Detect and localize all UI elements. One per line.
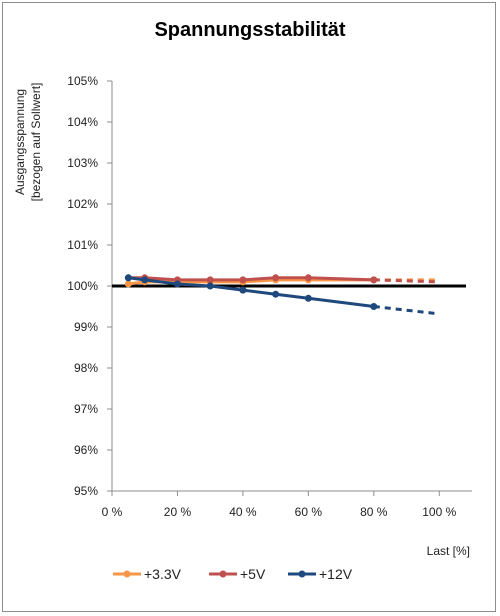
y-tick-label: 99%: [74, 320, 98, 334]
y-tick-label: 98%: [74, 361, 98, 375]
series-line-5v: [128, 276, 374, 282]
legend-marker-5v: [219, 570, 227, 578]
data-point-12v: [173, 280, 181, 288]
data-point-12v: [141, 276, 149, 284]
axes: 95% 96% 97% 98% 99% 100% 101% 102% 103% 104% 105% 0…: [67, 74, 472, 519]
y-tick-label: 105%: [67, 74, 98, 88]
x-tick-label: 0 %: [102, 505, 123, 519]
x-tick-label: 60 %: [295, 505, 323, 519]
data-point-12v: [239, 286, 247, 294]
data-point-12v: [206, 282, 214, 290]
x-axis-title: Last [%]: [427, 544, 470, 558]
series-12v: [124, 274, 440, 316]
legend-marker-12v: [298, 570, 306, 578]
y-tick-label: 96%: [74, 443, 98, 457]
data-point-5v: [370, 276, 378, 284]
series-group: [124, 274, 440, 316]
legend-label-12v: +12V: [319, 566, 353, 582]
y-tick-label: 101%: [67, 238, 98, 252]
legend-label-33v: +3.3V: [144, 566, 182, 582]
chart-frame: [2, 2, 496, 612]
data-point-5v: [239, 276, 247, 284]
y-axis-title-sub: [bezogen auf Sollwert]: [29, 83, 43, 202]
y-tick-label: 97%: [74, 402, 98, 416]
x-tick-label: 80 %: [360, 505, 388, 519]
legend-label-5v: +5V: [240, 566, 266, 582]
data-point-12v: [370, 303, 378, 310]
chart-title: Spannungsstabilität: [154, 19, 345, 41]
legend: +3.3V +5V +12V: [113, 566, 353, 582]
y-tick-label: 102%: [67, 197, 98, 211]
y-tick-label: 100%: [67, 279, 98, 293]
data-point-33v: [124, 280, 132, 288]
x-tick-label: 100 %: [422, 505, 456, 519]
data-point-5v: [304, 274, 312, 282]
legend-marker-33v: [123, 570, 131, 578]
data-point-12v: [304, 294, 312, 302]
series-projection-12v: [373, 305, 440, 316]
series-projection-5v: [373, 278, 440, 284]
data-point-5v: [206, 276, 214, 284]
y-tick-label: 104%: [67, 115, 98, 129]
data-point-12v: [124, 274, 132, 282]
x-tick-label: 20 %: [164, 505, 192, 519]
y-tick-label: 103%: [67, 156, 98, 170]
data-point-5v: [272, 274, 280, 282]
x-tick-label: 40 %: [229, 505, 257, 519]
series-line-12v: [128, 276, 375, 308]
y-axis-title: Ausgangsspannung: [13, 89, 27, 195]
data-point-12v: [272, 290, 280, 298]
y-tick-label: 95%: [74, 484, 98, 498]
